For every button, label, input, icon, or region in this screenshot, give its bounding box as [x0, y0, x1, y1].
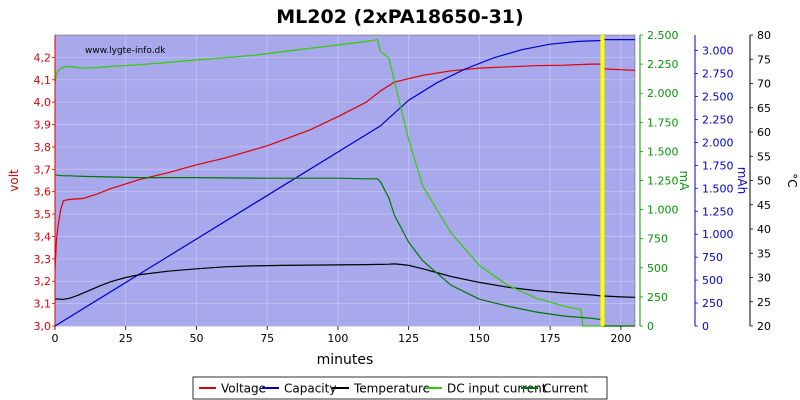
- x-tick-label: 25: [119, 332, 133, 345]
- axis-label-volt: volt: [7, 169, 21, 192]
- y-tick-label-volt: 3,8: [34, 141, 52, 154]
- y-tick-label-volt: 3,1: [34, 298, 52, 311]
- y-tick-label-volt: 3,2: [34, 275, 52, 288]
- y-tick-label-volt: 3,5: [34, 208, 52, 221]
- y-tick-label-temp: 75: [757, 53, 771, 66]
- legend-label: Voltage: [221, 382, 266, 396]
- x-tick-label: 175: [540, 332, 561, 345]
- y-tick-label-mah: 1.750: [702, 159, 734, 172]
- y-tick-label-temp: 25: [757, 296, 771, 309]
- x-tick-label: 200: [610, 332, 631, 345]
- legend: Voltage Capacity Temperature DC input curre…: [192, 376, 608, 400]
- y-tick-label-temp: 40: [757, 223, 771, 236]
- y-tick-label-mah: 2.500: [702, 91, 734, 104]
- y-tick-label-mah: 0: [702, 320, 709, 333]
- y-tick-label-volt: 3,6: [34, 186, 52, 199]
- y-tick-label-ma: 1.250: [647, 175, 679, 188]
- legend-label: Temperature: [353, 382, 430, 396]
- watermark: www.lygte-info.dk: [85, 46, 166, 56]
- y-tick-label-ma: 1.750: [647, 116, 679, 129]
- series-lines: [54, 38, 636, 327]
- grid: [54, 35, 635, 327]
- y-tick-label-ma: 2.000: [647, 87, 679, 100]
- y-tick-label-mah: 2.250: [702, 113, 734, 126]
- y-tick-label-volt: 4,2: [34, 51, 52, 64]
- y-tick-label-temp: 45: [757, 199, 771, 212]
- y-tick-label-volt: 3,3: [34, 253, 52, 266]
- y-tick-label-ma: 1.500: [647, 145, 679, 158]
- y-tick-label-mah: 500: [702, 274, 723, 287]
- y-tick-label-volt: 3,4: [34, 230, 52, 243]
- y-tick-label-temp: 55: [757, 150, 771, 163]
- y-tick-label-ma: 2.250: [647, 58, 679, 71]
- series-line-dc-input-current: [54, 39, 635, 327]
- legend-box: [192, 376, 608, 400]
- axis-label-temp: °C: [785, 173, 799, 187]
- y-tick-label-temp: 35: [757, 247, 771, 260]
- y-tick-label-mah: 750: [702, 251, 723, 264]
- y-tick-label-volt: 4,1: [34, 74, 52, 87]
- axis-label-ma: mA: [677, 171, 691, 192]
- y-tick-label-volt: 3,7: [34, 163, 52, 176]
- y-tick-label-temp: 30: [757, 272, 771, 285]
- x-tick-label: 50: [189, 332, 203, 345]
- y-tick-label-temp: 20: [757, 320, 771, 333]
- y-tick-label-temp: 65: [757, 102, 771, 115]
- axis-label-mah: mAh: [735, 167, 749, 195]
- y-tick-label-temp: 70: [757, 78, 771, 91]
- y-tick-label-temp: 80: [757, 29, 771, 42]
- y-tick-label-temp: 60: [757, 126, 771, 139]
- y-tick-label-mah: 250: [702, 297, 723, 310]
- series-line-current: [54, 174, 635, 327]
- x-tick-label: 0: [52, 332, 59, 345]
- legend-label: DC input current: [447, 382, 547, 396]
- x-tick-label: 150: [469, 332, 490, 345]
- legend-label: Capacity: [284, 382, 336, 396]
- x-tick-label: 75: [260, 332, 274, 345]
- y-tick-label-mah: 3.000: [702, 45, 734, 58]
- y-tick-label-ma: 0: [647, 320, 654, 333]
- x-axis-label: minutes: [317, 352, 374, 368]
- y-tick-label-temp: 50: [757, 175, 771, 188]
- y-tick-label-ma: 250: [647, 291, 668, 304]
- y-tick-label-mah: 1.000: [702, 228, 734, 241]
- x-tick-label: 125: [398, 332, 419, 345]
- y-tick-label-mah: 2.000: [702, 136, 734, 149]
- y-tick-label-mah: 1.500: [702, 182, 734, 195]
- series-line-temperature: [54, 263, 636, 300]
- plot-area: [54, 34, 636, 327]
- y-tick-label-ma: 500: [647, 262, 668, 275]
- y-tick-label-volt: 3,9: [34, 119, 52, 132]
- legend-label: Current: [543, 382, 588, 396]
- series-line-voltage: [54, 63, 636, 271]
- y-tick-label-volt: 4,0: [34, 96, 52, 109]
- x-tick-label: 100: [327, 332, 348, 345]
- y-tick-label-ma: 750: [647, 233, 668, 246]
- y-tick-label-ma: 2.500: [647, 29, 679, 42]
- chart-title: ML202 (2xPA18650-31): [276, 6, 523, 28]
- y-tick-label-ma: 1.000: [647, 204, 679, 217]
- axes: 0 25 50 75 100 125 150 175 2003,03,13,23,33,43,5…: [7, 29, 799, 345]
- y-tick-label-mah: 1.250: [702, 205, 734, 218]
- y-tick-label-mah: 2.750: [702, 68, 734, 81]
- y-tick-label-volt: 3,0: [34, 320, 52, 333]
